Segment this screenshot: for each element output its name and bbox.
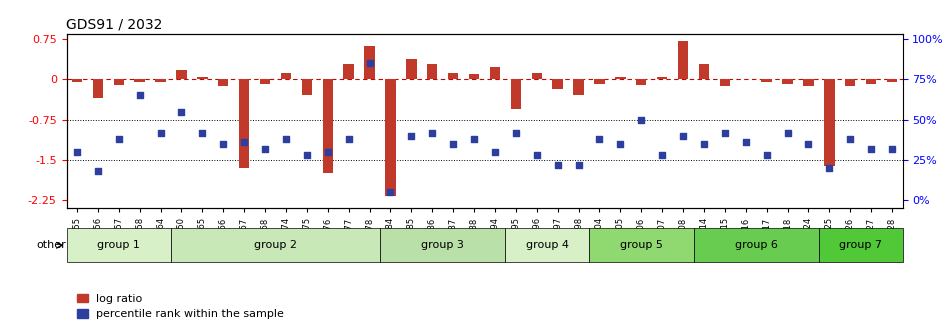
Point xyxy=(320,149,335,155)
Bar xyxy=(762,79,772,82)
Text: group 3: group 3 xyxy=(421,240,465,250)
Bar xyxy=(636,79,647,85)
Text: group 7: group 7 xyxy=(839,240,883,250)
Bar xyxy=(616,77,626,79)
FancyBboxPatch shape xyxy=(66,228,171,262)
Bar xyxy=(678,41,689,79)
Point xyxy=(69,149,85,155)
Point xyxy=(362,60,377,66)
Point xyxy=(675,133,691,138)
Point xyxy=(634,117,649,122)
Point xyxy=(487,149,503,155)
FancyBboxPatch shape xyxy=(694,228,819,262)
Bar xyxy=(448,73,458,79)
Bar xyxy=(177,70,186,79)
Bar xyxy=(365,46,374,79)
Bar xyxy=(469,74,480,79)
Bar xyxy=(825,79,835,166)
Point xyxy=(299,153,314,158)
Point xyxy=(529,153,544,158)
Point xyxy=(508,130,523,135)
Bar xyxy=(114,79,124,85)
Point xyxy=(446,141,461,146)
Point xyxy=(237,139,252,145)
Legend: log ratio, percentile rank within the sample: log ratio, percentile rank within the sa… xyxy=(72,289,289,324)
Bar xyxy=(386,79,395,197)
Bar xyxy=(887,79,898,82)
Bar xyxy=(866,79,877,84)
Point xyxy=(759,153,774,158)
Point xyxy=(613,141,628,146)
Bar xyxy=(156,79,165,82)
Point xyxy=(216,141,231,146)
Bar xyxy=(574,79,583,95)
Point xyxy=(550,162,565,167)
Bar xyxy=(428,64,437,79)
Text: group 5: group 5 xyxy=(619,240,663,250)
Bar xyxy=(344,64,353,79)
Point xyxy=(404,133,419,138)
Point xyxy=(425,130,440,135)
Point xyxy=(132,93,147,98)
Bar xyxy=(198,77,207,79)
Point xyxy=(884,146,900,151)
FancyBboxPatch shape xyxy=(505,228,589,262)
Bar xyxy=(783,79,793,84)
Point xyxy=(111,136,126,142)
Point xyxy=(153,130,168,135)
Point xyxy=(717,130,732,135)
Text: GDS91 / 2032: GDS91 / 2032 xyxy=(66,17,162,31)
Point xyxy=(843,136,858,142)
Bar xyxy=(846,79,856,86)
Point xyxy=(822,165,837,171)
Point xyxy=(90,169,105,174)
Bar xyxy=(407,59,416,79)
FancyBboxPatch shape xyxy=(171,228,380,262)
Text: group 4: group 4 xyxy=(525,240,569,250)
Text: other: other xyxy=(37,240,66,250)
Text: group 6: group 6 xyxy=(734,240,778,250)
Point xyxy=(801,141,816,146)
Point xyxy=(571,162,586,167)
Point xyxy=(195,130,210,135)
Point xyxy=(383,190,398,195)
Point xyxy=(174,109,189,114)
Point xyxy=(738,139,753,145)
Bar xyxy=(532,73,542,79)
Bar xyxy=(135,79,144,82)
Bar xyxy=(657,77,668,79)
Bar xyxy=(93,79,103,98)
Point xyxy=(466,136,482,142)
Bar xyxy=(595,79,605,84)
Bar xyxy=(239,79,249,168)
Bar xyxy=(699,64,710,79)
Bar xyxy=(511,79,521,109)
Point xyxy=(780,130,795,135)
Text: group 2: group 2 xyxy=(254,240,297,250)
Bar xyxy=(72,79,83,82)
Point xyxy=(696,141,712,146)
Point xyxy=(278,136,294,142)
Bar xyxy=(720,79,731,86)
Point xyxy=(341,136,356,142)
Bar xyxy=(490,68,500,79)
Bar xyxy=(281,73,291,79)
Bar xyxy=(302,79,312,95)
Text: group 1: group 1 xyxy=(97,240,141,250)
Bar xyxy=(553,79,563,89)
FancyBboxPatch shape xyxy=(819,228,902,262)
FancyBboxPatch shape xyxy=(380,228,505,262)
Bar xyxy=(260,79,271,84)
Point xyxy=(864,146,879,151)
FancyBboxPatch shape xyxy=(589,228,694,262)
Point xyxy=(592,136,607,142)
Point xyxy=(655,153,670,158)
Bar xyxy=(323,79,333,173)
Point xyxy=(257,146,273,151)
Bar xyxy=(218,79,229,86)
Bar xyxy=(804,79,814,86)
